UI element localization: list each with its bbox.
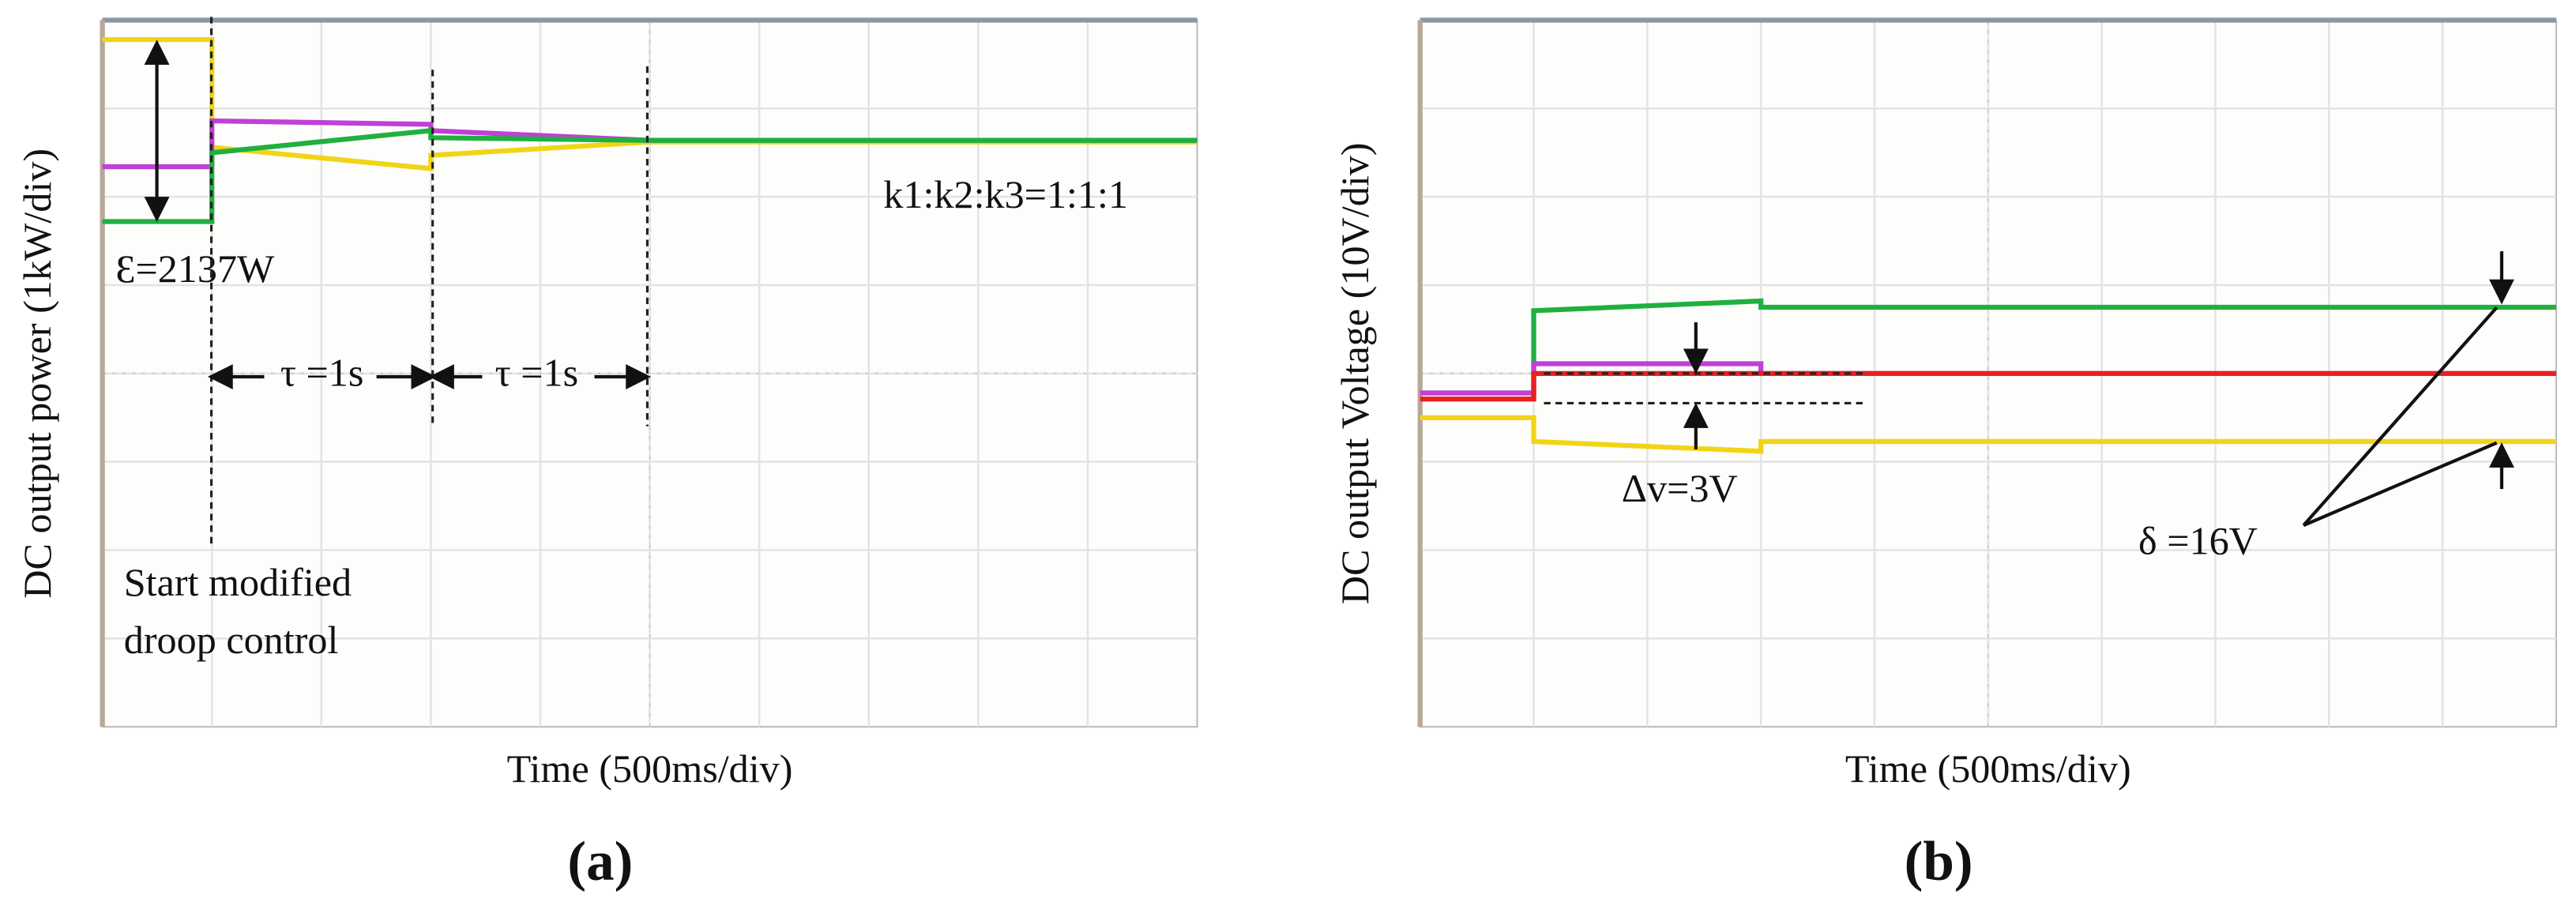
- annotation: τ =1s: [495, 351, 579, 395]
- panel: DC output power (1kW/div) Time (500ms/div…: [15, 17, 1198, 893]
- annotation: Start modified: [124, 560, 352, 604]
- x-axis-label: Time (500ms/div): [507, 746, 793, 791]
- annotation: Ɛ=2137W: [115, 246, 275, 291]
- annotation: droop control: [124, 618, 339, 662]
- y-axis-label: DC output Voltage (10V/div): [1333, 143, 1377, 605]
- double-arrow: [144, 39, 652, 389]
- annotation: k1:k2:k3=1:1:1: [883, 172, 1128, 216]
- x-axis-label: Time (500ms/div): [1845, 746, 2131, 791]
- arrows: [1683, 251, 2514, 528]
- trace: [1420, 415, 2556, 454]
- trace: [102, 127, 1198, 224]
- trace: [1420, 370, 2556, 402]
- panel: DC output Voltage (10V/div) Time (500ms/d…: [1333, 17, 2557, 893]
- caption: (b): [1905, 831, 1973, 893]
- caption: (a): [567, 831, 633, 893]
- annotation: δ =16V: [2138, 519, 2258, 563]
- annotation: Δv=3V: [1622, 466, 1738, 510]
- y-axis-label: DC output power (1kW/div): [15, 148, 59, 599]
- annotation: τ =1s: [280, 351, 364, 395]
